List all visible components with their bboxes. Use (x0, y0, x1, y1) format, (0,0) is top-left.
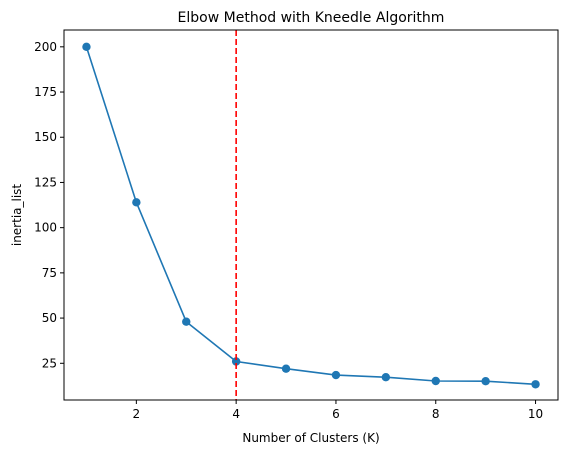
data-point (231, 357, 241, 366)
data-point (331, 370, 341, 380)
data-point (481, 376, 490, 386)
data-point (82, 42, 91, 52)
x-tick-label: 10 (528, 407, 543, 421)
chart-title: Elbow Method with Kneedle Algorithm (178, 10, 445, 26)
y-tick-label: 100 (34, 221, 57, 235)
y-tick-label: 150 (34, 130, 57, 144)
x-axis-title: Number of Clusters (K) (242, 431, 379, 445)
plot-area: 25 50 75 100 125 150 175 200 2 4 6 8 10 (34, 29, 559, 421)
data-point (182, 317, 191, 326)
data-point (132, 198, 141, 207)
data-point (281, 364, 291, 373)
y-axis-title: inertia_list (10, 184, 24, 247)
series-line (85, 46, 536, 386)
x-tick-label: 6 (332, 407, 340, 421)
x-tick-label: 4 (232, 407, 240, 421)
x-tick-label: 8 (432, 407, 440, 421)
y-tick-label: 50 (42, 311, 57, 325)
y-tick-label: 25 (42, 356, 57, 370)
data-point (381, 373, 391, 382)
y-tick-label: 175 (34, 85, 57, 99)
data-point (431, 376, 440, 386)
y-tick-label: 75 (42, 266, 57, 280)
x-tick-label: 2 (133, 407, 141, 421)
y-tick-label: 125 (34, 175, 57, 189)
plot-frame (63, 29, 559, 401)
y-tick-label: 200 (34, 40, 57, 54)
data-point (531, 380, 540, 389)
